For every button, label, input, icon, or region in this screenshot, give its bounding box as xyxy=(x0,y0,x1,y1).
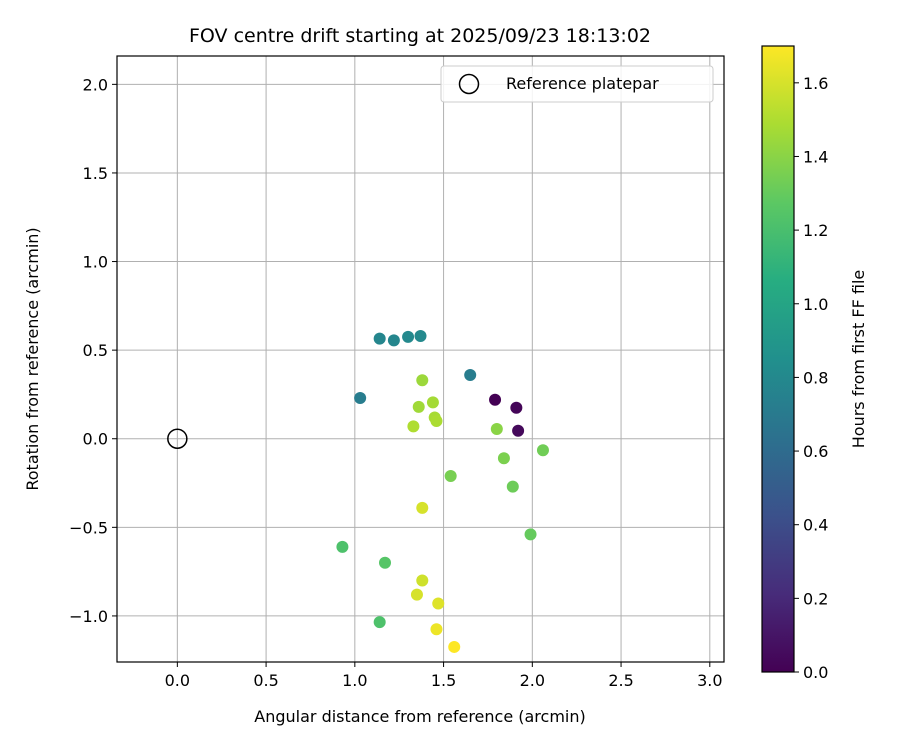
y-tick-label: 1.5 xyxy=(83,164,108,183)
colorbar-label: Hours from first FF file xyxy=(849,270,868,449)
x-tick-label: 0.5 xyxy=(253,671,278,690)
plot-area: 0.0 0.5 1.0 1.5 2.0 2.5 3.0 −1.0 −0.5 0.0 0.5 1.0 1.… xyxy=(69,55,725,690)
data-point-25 xyxy=(416,574,429,587)
colorbar-tick-label: 1.2 xyxy=(803,221,828,240)
colorbar-tick-label: 0.2 xyxy=(803,589,828,608)
data-point-16 xyxy=(497,452,510,465)
data-point-3 xyxy=(464,368,477,381)
data-point-7 xyxy=(402,330,415,343)
data-point-1 xyxy=(510,401,523,414)
x-tick-label: 2.0 xyxy=(520,671,545,690)
y-axis-label: Rotation from reference (arcmin) xyxy=(23,227,42,490)
data-point-13 xyxy=(506,480,519,493)
plot-frame xyxy=(116,55,725,663)
chart-title: FOV centre drift starting at 2025/09/23 … xyxy=(189,25,651,47)
x-tick-label: 1.0 xyxy=(342,671,367,690)
x-tick-label: 1.5 xyxy=(431,671,456,690)
legend-box xyxy=(440,65,714,103)
data-point-6 xyxy=(387,334,400,347)
y-tick-label: 2.0 xyxy=(83,75,108,94)
data-point-19 xyxy=(412,400,425,413)
colorbar-tick-label: 0.8 xyxy=(803,368,828,387)
y-tick-label: 0.0 xyxy=(83,430,108,449)
colorbar-tick-label: 1.4 xyxy=(803,147,828,166)
y-tick-label: 1.0 xyxy=(83,253,108,272)
data-point-2 xyxy=(512,424,525,437)
colorbar-tick-label: 0.0 xyxy=(803,663,828,682)
data-point-5 xyxy=(373,332,386,345)
data-point-23 xyxy=(407,420,420,433)
y-tick-label: 0.5 xyxy=(83,341,108,360)
colorbar-tick-label: 1.6 xyxy=(803,74,828,93)
data-point-26 xyxy=(410,588,423,601)
data-point-14 xyxy=(536,444,549,457)
data-point-27 xyxy=(432,597,445,610)
data-point-20 xyxy=(426,396,439,409)
data-point-12 xyxy=(524,528,537,541)
colorbar-frame xyxy=(761,45,795,673)
data-point-11 xyxy=(379,556,392,569)
y-tick-label: −1.0 xyxy=(69,607,108,626)
x-axis-label: Angular distance from reference (arcmin) xyxy=(254,707,585,726)
data-point-29 xyxy=(448,640,461,653)
x-tick-label: 2.5 xyxy=(608,671,633,690)
colorbar: 0.0 0.2 0.4 0.6 0.8 1.0 1.2 1.4 1.6 xyxy=(761,45,828,682)
data-point-22 xyxy=(430,415,443,428)
data-point-10 xyxy=(373,616,386,629)
data-point-28 xyxy=(430,623,443,636)
colorbar-tick-label: 0.6 xyxy=(803,442,828,461)
legend-marker-reference xyxy=(458,73,480,95)
data-point-8 xyxy=(414,329,427,342)
legend: Reference platepar xyxy=(440,65,714,103)
colorbar-gradient xyxy=(762,46,794,672)
colorbar-tick-label: 0.4 xyxy=(803,516,828,535)
plot-background xyxy=(117,56,724,662)
y-tick-label: −0.5 xyxy=(69,518,108,537)
data-point-0 xyxy=(489,393,502,406)
data-point-17 xyxy=(490,422,503,435)
data-point-15 xyxy=(444,469,457,482)
x-tick-label: 0.0 xyxy=(165,671,190,690)
data-point-9 xyxy=(336,540,349,553)
x-tick-label: 3.0 xyxy=(697,671,722,690)
legend-label-reference: Reference platepar xyxy=(506,74,659,93)
data-point-18 xyxy=(416,374,429,387)
data-point-24 xyxy=(416,501,429,514)
colorbar-tick-label: 1.0 xyxy=(803,295,828,314)
data-point-4 xyxy=(354,391,367,404)
reference-point-marker xyxy=(167,428,188,449)
